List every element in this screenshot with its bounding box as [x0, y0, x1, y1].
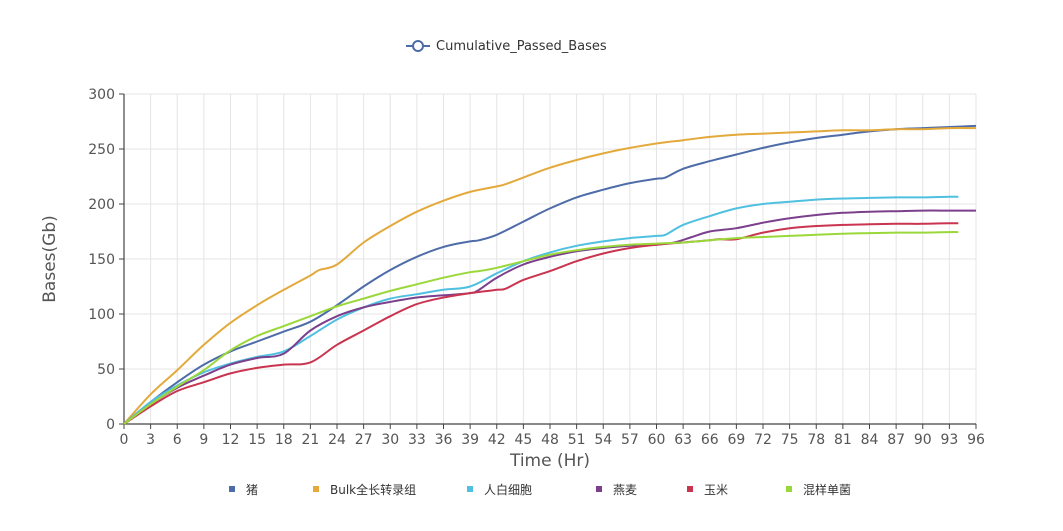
x-tick-label: 72: [754, 432, 772, 448]
x-tick-label: 96: [967, 432, 985, 448]
legend-swatch: [313, 486, 319, 492]
y-tick-label: 300: [88, 87, 115, 103]
x-tick-label: 39: [461, 432, 479, 448]
x-tick-label: 54: [594, 432, 612, 448]
x-tick-label: 15: [248, 432, 266, 448]
x-tick-label: 42: [488, 432, 506, 448]
x-tick-label: 6: [173, 432, 182, 448]
legend-label: 玉米: [704, 483, 728, 497]
legend-swatch: [596, 486, 602, 492]
legend-label: 猪: [246, 483, 258, 497]
x-ticks: 0 3 6 9 12 15 18 21 24 27 30 33 36 39 42 45 48 51 54 57 60 63…: [120, 424, 985, 448]
series-line-4: [123, 209, 976, 425]
series-line-3: [123, 195, 959, 425]
series-line-2: [123, 127, 977, 425]
x-tick-label: 3: [146, 432, 155, 448]
y-tick-label: 250: [88, 142, 115, 158]
y-axis-title: Bases(Gb): [40, 215, 60, 302]
legend-swatch: [467, 486, 473, 492]
x-tick-label: 75: [781, 432, 799, 448]
y-tick-label: 50: [97, 362, 115, 378]
legend-item-2[interactable]: Bulk全长转录组: [313, 482, 416, 497]
legend-item-1[interactable]: 猪: [229, 483, 258, 497]
series-line-5: [123, 222, 959, 425]
x-tick-label: 27: [355, 432, 373, 448]
x-tick-label: 90: [914, 432, 932, 448]
series-lines: [123, 124, 977, 425]
x-tick-label: 24: [328, 432, 346, 448]
x-tick-label: 66: [701, 432, 719, 448]
legend-item-3[interactable]: 人白细胞: [467, 482, 532, 497]
x-tick-label: 18: [275, 432, 293, 448]
legend-swatch: [687, 486, 693, 492]
x-tick-label: 48: [541, 432, 559, 448]
series-line-6: [123, 231, 959, 425]
x-tick-label: 93: [940, 432, 958, 448]
legend-item-6[interactable]: 混样单菌: [786, 482, 851, 497]
x-tick-label: 69: [727, 432, 745, 448]
top-legend[interactable]: Cumulative_Passed_Bases: [406, 39, 607, 54]
x-tick-label: 45: [514, 432, 532, 448]
series-line-1: [123, 124, 977, 425]
x-tick-label: 57: [621, 432, 639, 448]
legend-label: 人白细胞: [484, 482, 532, 497]
x-tick-label: 60: [648, 432, 666, 448]
legend-swatch: [786, 486, 792, 492]
legend-label: Bulk全长转录组: [330, 482, 416, 497]
x-tick-label: 84: [861, 432, 879, 448]
x-tick-label: 81: [834, 432, 852, 448]
x-tick-label: 36: [435, 432, 453, 448]
chart-title: Cumulative_Passed_Bases: [436, 39, 607, 54]
y-tick-label: 100: [88, 307, 115, 323]
x-tick-label: 63: [674, 432, 692, 448]
x-tick-label: 0: [120, 432, 129, 448]
legend-label: 混样单菌: [803, 482, 851, 497]
legend-item-4[interactable]: 燕麦: [596, 483, 637, 497]
x-axis-title: Time (Hr): [509, 451, 590, 471]
x-tick-label: 21: [301, 432, 319, 448]
legend-swatch: [229, 486, 235, 492]
x-tick-label: 78: [807, 432, 825, 448]
legend-label: 燕麦: [613, 483, 637, 497]
x-tick-label: 30: [381, 432, 399, 448]
x-tick-label: 33: [408, 432, 426, 448]
y-tick-label: 150: [88, 252, 115, 268]
x-tick-label: 51: [568, 432, 586, 448]
x-tick-label: 12: [222, 432, 240, 448]
bottom-legend: 猪 Bulk全长转录组 人白细胞 燕麦 玉米 混样单菌: [229, 482, 851, 497]
y-ticks: 0 50 100 150 200 250 300: [88, 87, 124, 433]
y-tick-label: 0: [106, 417, 115, 433]
grid: [124, 93, 977, 424]
x-tick-label: 9: [199, 432, 208, 448]
top-legend-marker: [412, 40, 424, 52]
y-tick-label: 200: [88, 197, 115, 213]
legend-item-5[interactable]: 玉米: [687, 483, 728, 497]
x-tick-label: 87: [887, 432, 905, 448]
